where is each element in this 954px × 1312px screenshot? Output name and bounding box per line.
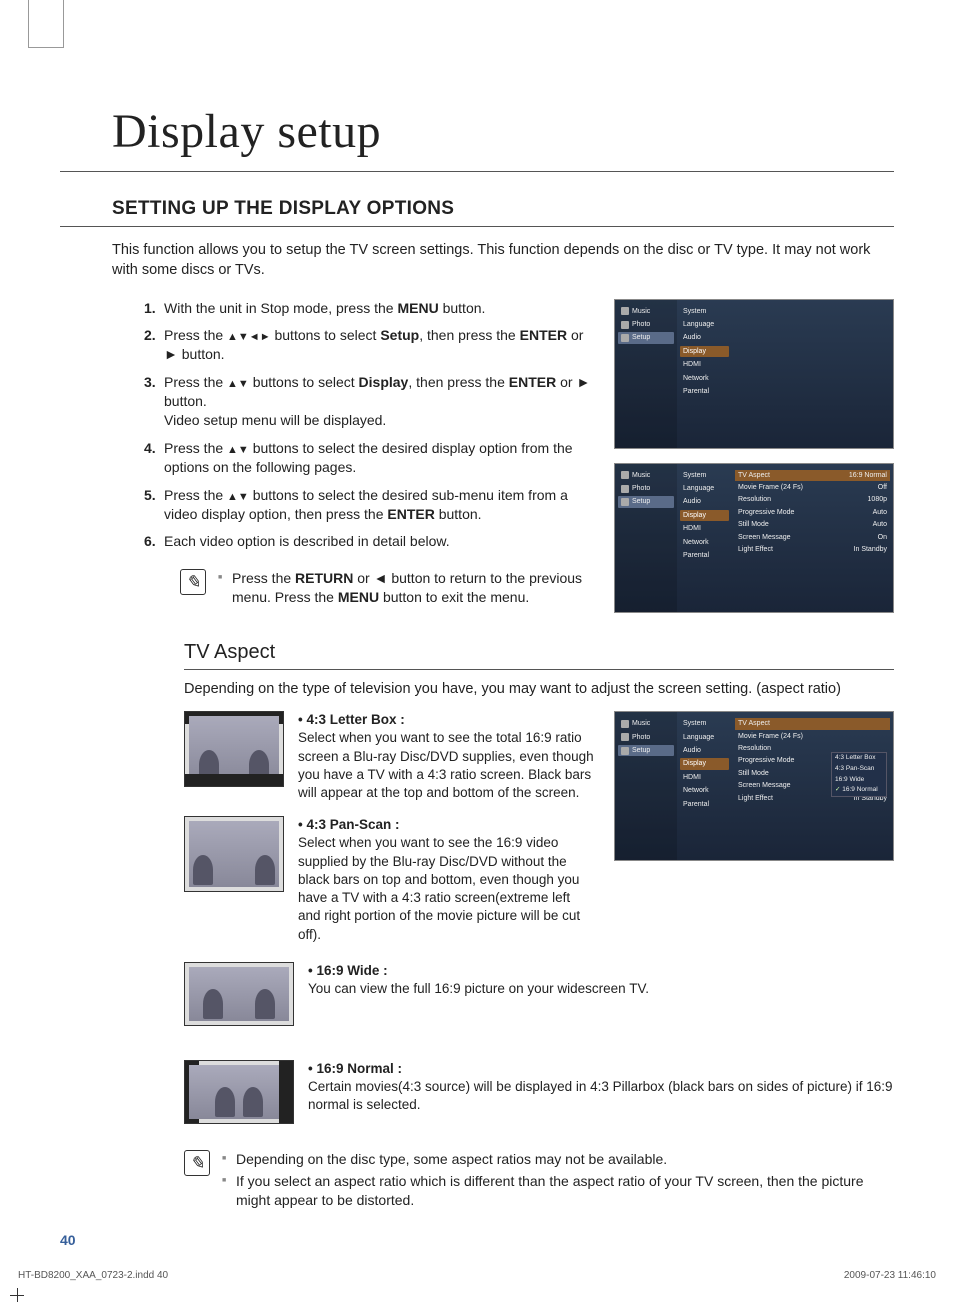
note-list: Press the RETURN or ◄ button to return t… [218, 569, 596, 610]
step-4: Press the ▲▼ buttons to select the desir… [144, 439, 596, 477]
thumb-wide [184, 962, 294, 1026]
step-2: Press the ▲▼◄► buttons to select Setup, … [144, 326, 596, 364]
osd-nav-music: Music [618, 306, 674, 317]
page-number: 40 [60, 1231, 76, 1250]
note-icon: ✎ [180, 569, 206, 595]
osd-aspect-popup: 4:3 Letter Box 4:3 Pan-Scan 16:9 Wide 16… [831, 752, 887, 797]
step-3: Press the ▲▼ buttons to select Display, … [144, 373, 596, 430]
steps-list: With the unit in Stop mode, press the ME… [144, 299, 596, 552]
thumb-normal [184, 1060, 294, 1124]
aspect-normal: • 16:9 Normal : Certain movies(4:3 sourc… [184, 1060, 894, 1124]
aspect-wide: • 16:9 Wide : You can view the full 16:9… [184, 962, 894, 1026]
osd-screenshot-display: Music Photo Setup System Language Audio … [614, 463, 894, 613]
step-5: Press the ▲▼ buttons to select the desir… [144, 486, 596, 524]
tv-aspect-heading: TV Aspect [184, 639, 894, 670]
thumb-letterbox [184, 711, 284, 787]
thumb-panscan [184, 816, 284, 892]
footer: HT-BD8200_XAA_0723-2.indd 40 2009-07-23 … [18, 1269, 936, 1283]
note-box-1: ✎ Press the RETURN or ◄ button to return… [180, 569, 596, 610]
osd-screenshot-setup: Music Photo Setup System Language Audio … [614, 299, 894, 449]
footer-timestamp: 2009-07-23 11:46:10 [844, 1269, 936, 1283]
page: Display setup SETTING UP THE DISPLAY OPT… [0, 0, 954, 1312]
bottom-note-1: Depending on the disc type, some aspect … [222, 1150, 894, 1169]
note-item: Press the RETURN or ◄ button to return t… [218, 569, 596, 607]
crop-mark [10, 1288, 24, 1302]
step-1: With the unit in Stop mode, press the ME… [144, 299, 596, 318]
aspect-letterbox: • 4:3 Letter Box : Select when you want … [184, 711, 594, 802]
section-heading: SETTING UP THE DISPLAY OPTIONS [60, 196, 894, 228]
intro-paragraph: This function allows you to setup the TV… [60, 241, 894, 290]
page-title: Display setup [60, 40, 894, 172]
osd-screenshot-popup: Music Photo Setup System Language Audio … [614, 711, 894, 861]
footer-filename: HT-BD8200_XAA_0723-2.indd 40 [18, 1269, 168, 1283]
bottom-note-2: If you select an aspect ratio which is d… [222, 1172, 894, 1210]
tv-aspect-intro: Depending on the type of television you … [60, 680, 894, 700]
step-6: Each video option is described in detail… [144, 532, 596, 551]
note-box-2: ✎ Depending on the disc type, some aspec… [184, 1150, 894, 1213]
osd-nav-setup: Setup [618, 332, 674, 343]
osd-nav-photo: Photo [618, 319, 674, 330]
aspect-panscan: • 4:3 Pan-Scan : Select when you want to… [184, 816, 594, 944]
note-icon: ✎ [184, 1150, 210, 1176]
page-tab-mark [28, 0, 64, 48]
